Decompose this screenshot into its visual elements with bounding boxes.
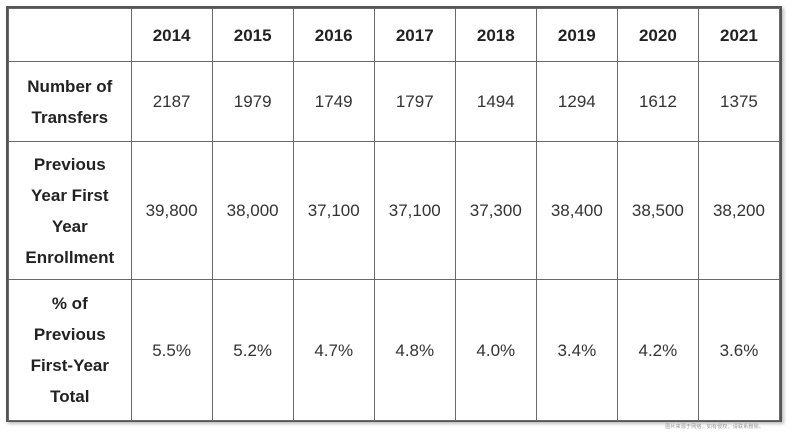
table-cell: 3.4%: [535, 279, 618, 421]
table-cell: 4.8%: [373, 279, 456, 421]
table-cell: 39,800: [130, 141, 213, 280]
table-cell: 38,000: [211, 141, 294, 280]
table-row-number-of-transfers: Number of Transfers 2187 1979 1749 1797 …: [8, 61, 781, 142]
year-header: 2021: [697, 8, 781, 62]
table-cell: 38,400: [535, 141, 618, 280]
year-header: 2015: [211, 8, 294, 62]
watermark-text: 图片来源于网络，如有侵权，请联系删除。: [665, 424, 764, 430]
table-cell: 4.2%: [616, 279, 699, 421]
table-cell: 1797: [373, 61, 456, 142]
row-label: % of Previous First-Year Total: [8, 279, 132, 421]
table-row-percent-of-total: % of Previous First-Year Total 5.5% 5.2%…: [8, 279, 781, 421]
year-header: 2017: [373, 8, 456, 62]
year-header: 2020: [616, 8, 699, 62]
table-cell: 2187: [130, 61, 213, 142]
corner-cell: [8, 8, 132, 62]
row-label: Number of Transfers: [8, 61, 132, 142]
table-cell: 3.6%: [697, 279, 781, 421]
table-cell: 1979: [211, 61, 294, 142]
year-header: 2019: [535, 8, 618, 62]
table-cell: 38,500: [616, 141, 699, 280]
year-header: 2014: [130, 8, 213, 62]
header-row: 2014 2015 2016 2017 2018 2019 2020 2021: [8, 8, 781, 62]
table-cell: 37,100: [373, 141, 456, 280]
data-table-container: 2014 2015 2016 2017 2018 2019 2020 2021 …: [6, 6, 782, 422]
table-cell: 37,300: [454, 141, 537, 280]
table-cell: 1494: [454, 61, 537, 142]
transfers-table: 2014 2015 2016 2017 2018 2019 2020 2021 …: [8, 8, 781, 421]
table-cell: 1749: [292, 61, 375, 142]
year-header: 2018: [454, 8, 537, 62]
table-cell: 38,200: [697, 141, 781, 280]
year-header: 2016: [292, 8, 375, 62]
table-cell: 1294: [535, 61, 618, 142]
table-row-previous-enrollment: Previous Year First Year Enrollment 39,8…: [8, 141, 781, 280]
table-cell: 5.5%: [130, 279, 213, 421]
table-cell: 4.7%: [292, 279, 375, 421]
row-label: Previous Year First Year Enrollment: [8, 141, 132, 280]
table-cell: 5.2%: [211, 279, 294, 421]
table-cell: 1375: [697, 61, 781, 142]
table-cell: 4.0%: [454, 279, 537, 421]
table-cell: 1612: [616, 61, 699, 142]
table-cell: 37,100: [292, 141, 375, 280]
